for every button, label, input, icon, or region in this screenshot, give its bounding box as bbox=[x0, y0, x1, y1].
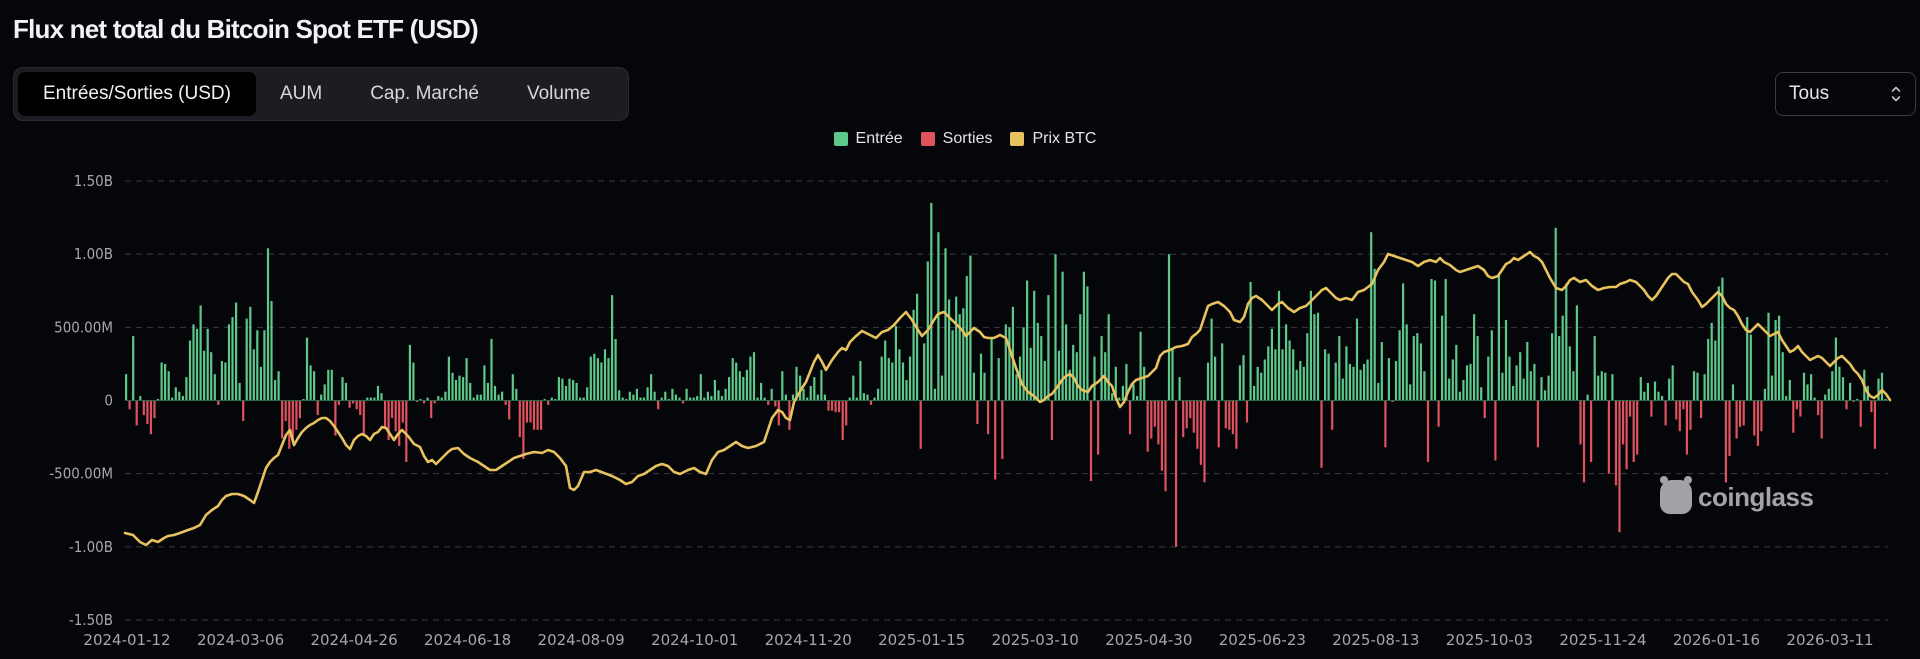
metric-tabs: Entrées/Sorties (USD) AUM Cap. Marché Vo… bbox=[13, 67, 629, 121]
tab-volume[interactable]: Volume bbox=[526, 83, 591, 104]
coinglass-watermark: coinglass bbox=[1660, 476, 1814, 514]
svg-text:1.00B: 1.00B bbox=[74, 245, 113, 263]
svg-text:500.00M: 500.00M bbox=[54, 318, 113, 336]
legend-label: Prix BTC bbox=[1032, 130, 1097, 147]
chevron-up-down-icon bbox=[1891, 85, 1901, 103]
svg-text:2024-08-09: 2024-08-09 bbox=[538, 631, 625, 649]
svg-text:2025-10-03: 2025-10-03 bbox=[1446, 631, 1533, 649]
svg-text:1.50B: 1.50B bbox=[74, 172, 113, 190]
svg-text:2025-06-23: 2025-06-23 bbox=[1219, 631, 1306, 649]
svg-text:2025-01-15: 2025-01-15 bbox=[878, 631, 965, 649]
svg-text:-1.00B: -1.00B bbox=[69, 538, 113, 556]
btc-price-line bbox=[123, 250, 1892, 547]
svg-text:2024-10-01: 2024-10-01 bbox=[651, 631, 738, 649]
svg-text:-1.50B: -1.50B bbox=[69, 611, 113, 629]
coinglass-logo-icon bbox=[1660, 476, 1692, 514]
svg-text:2024-01-12: 2024-01-12 bbox=[83, 631, 170, 649]
svg-text:2025-03-10: 2025-03-10 bbox=[992, 631, 1079, 649]
svg-text:0: 0 bbox=[104, 392, 113, 410]
svg-text:2025-11-24: 2025-11-24 bbox=[1559, 631, 1646, 649]
outflow-swatch-icon bbox=[920, 132, 935, 146]
svg-text:2024-04-26: 2024-04-26 bbox=[310, 631, 397, 649]
svg-text:2024-11-20: 2024-11-20 bbox=[765, 631, 852, 649]
legend-item-btc-price[interactable]: Prix BTC bbox=[1010, 130, 1096, 148]
svg-text:2026-01-16: 2026-01-16 bbox=[1673, 631, 1760, 649]
svg-text:2024-06-18: 2024-06-18 bbox=[424, 631, 511, 649]
legend-item-inflow[interactable]: Entrée bbox=[833, 130, 903, 148]
svg-text:2026-03-11: 2026-03-11 bbox=[1786, 631, 1873, 649]
chart-legend: Entrée Sorties Prix BTC bbox=[0, 130, 1920, 148]
tab-aum[interactable]: AUM bbox=[279, 83, 323, 104]
time-range-value: Tous bbox=[1789, 83, 1830, 104]
inflow-swatch-icon bbox=[833, 132, 848, 146]
legend-label: Sorties bbox=[942, 130, 993, 147]
svg-text:-500.00M: -500.00M bbox=[49, 465, 113, 483]
svg-text:2024-03-06: 2024-03-06 bbox=[197, 631, 284, 649]
page-title: Flux net total du Bitcoin Spot ETF (USD) bbox=[13, 14, 479, 44]
legend-item-outflow[interactable]: Sorties bbox=[920, 130, 993, 148]
legend-label: Entrée bbox=[855, 130, 903, 147]
watermark-text: coinglass bbox=[1698, 481, 1814, 512]
time-range-select[interactable]: Tous bbox=[1775, 72, 1916, 116]
price-swatch-icon bbox=[1010, 132, 1025, 146]
y-axis: 1.50B 1.00B 500.00M 0 -500.00M -1.00B -1.50B bbox=[49, 172, 113, 629]
x-axis: 2024-01-12 2024-03-06 2024-04-26 2024-06-18… bbox=[83, 631, 1873, 649]
tab-inflows-outflows[interactable]: Entrées/Sorties (USD) bbox=[18, 72, 256, 116]
tab-market-cap[interactable]: Cap. Marché bbox=[370, 83, 479, 104]
svg-text:2025-08-13: 2025-08-13 bbox=[1332, 631, 1419, 649]
svg-text:2025-04-30: 2025-04-30 bbox=[1105, 631, 1192, 649]
